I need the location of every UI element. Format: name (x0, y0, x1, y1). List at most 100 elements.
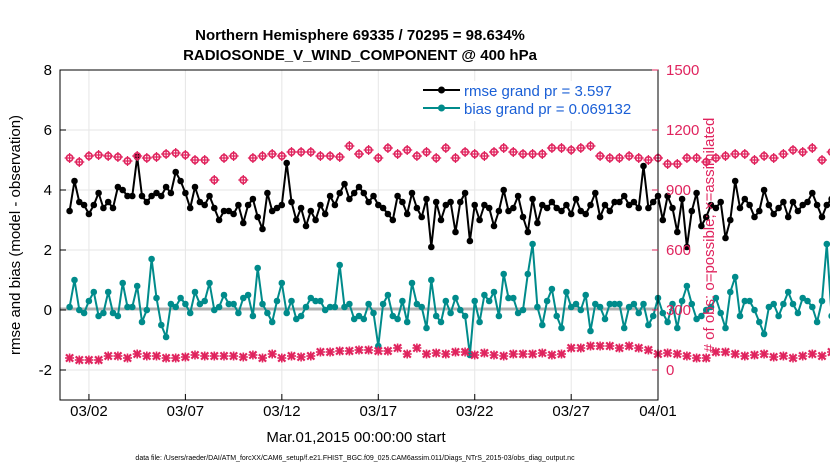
rmse-point (736, 204, 744, 212)
assimilated-point (605, 341, 615, 351)
bias-point (683, 282, 691, 290)
rmse-point (307, 207, 315, 215)
bias-point (341, 303, 348, 311)
rmse-point (413, 204, 421, 212)
possible-point (720, 151, 731, 161)
bias-point (784, 288, 792, 296)
assimilated-point (528, 349, 538, 359)
possible-point (103, 151, 114, 161)
bias-point (625, 303, 633, 311)
rmse-point (780, 198, 787, 206)
bias-point (476, 318, 483, 326)
assimilated-point (402, 349, 412, 359)
bias-point (582, 291, 589, 299)
bias-point (153, 294, 160, 302)
bias-point (457, 306, 464, 314)
possible-point (604, 153, 615, 163)
rmse-point (649, 198, 657, 206)
rmse-point (80, 201, 88, 209)
assimilated-point (209, 351, 219, 361)
assimilated-point (277, 353, 287, 363)
possible-point (257, 151, 268, 161)
bias-point (350, 315, 358, 323)
rmse-point (731, 177, 739, 185)
possible-point (450, 153, 461, 163)
possible-point (219, 153, 229, 163)
rmse-point (408, 189, 416, 197)
possible-point (170, 148, 181, 158)
bias-point (485, 297, 493, 305)
bias-point (794, 309, 802, 317)
right-y-tick-label: 0 (666, 362, 674, 379)
bias-point (765, 303, 773, 311)
rmse-point (379, 204, 387, 212)
rmse-point (669, 204, 676, 212)
assimilated-point (344, 346, 354, 356)
left-y-tick-label: 6 (44, 122, 52, 139)
rmse-point (457, 198, 464, 206)
rmse-point (553, 204, 560, 212)
bias-point (789, 300, 797, 308)
rmse-point (370, 192, 377, 200)
bias-point (669, 300, 676, 308)
bias-point (553, 312, 560, 320)
bias-point (500, 270, 508, 278)
bias-point (548, 285, 556, 293)
assimilated-point (499, 351, 509, 361)
bias-point (249, 312, 257, 320)
bias-point (312, 297, 319, 305)
rmse-point (432, 198, 440, 206)
bias-point (442, 297, 450, 305)
bias-point (505, 294, 512, 302)
bias-point (447, 309, 454, 317)
possible-point (161, 149, 172, 159)
rmse-point (495, 207, 503, 215)
rmse-point (490, 222, 498, 230)
possible-point (479, 151, 490, 161)
possible-point (141, 153, 152, 163)
bias-point (577, 306, 585, 314)
possible-point (180, 150, 191, 160)
rmse-point (688, 207, 696, 215)
rmse-point (71, 177, 78, 185)
assimilated-point (123, 353, 132, 363)
rmse-point (235, 201, 242, 209)
rmse-point (297, 204, 305, 212)
bias-point (394, 315, 401, 323)
bias-point (688, 300, 696, 308)
series-layer (64, 141, 830, 365)
bias-point (760, 330, 768, 338)
bias-point (587, 327, 594, 335)
rmse-point (90, 201, 98, 209)
bias-point (288, 297, 295, 305)
rmse-point (674, 228, 681, 236)
possible-point (373, 153, 384, 163)
bias-point (539, 321, 546, 329)
rmse-point (799, 201, 806, 209)
assimilated-point (807, 349, 817, 359)
rmse-point (678, 195, 686, 203)
assimilated-point (161, 353, 171, 363)
bias-point (490, 288, 498, 296)
assimilated-point (431, 348, 441, 358)
rmse-point (611, 198, 618, 206)
rmse-point (519, 213, 527, 221)
rmse-point (240, 219, 247, 227)
rmse-point (760, 186, 768, 194)
rmse-point (712, 204, 720, 212)
assimilated-point (566, 343, 576, 353)
legend-bias-marker (438, 104, 445, 112)
right-y-tick-label: 300 (666, 302, 691, 319)
assimilated-point (489, 350, 499, 360)
bias-point (268, 318, 276, 326)
bias-point (389, 312, 397, 320)
possible-point (730, 149, 741, 159)
possible-point (296, 147, 307, 157)
bias-point (321, 306, 329, 314)
x-tick-label: 04/01 (639, 403, 677, 420)
rmse-point (153, 189, 160, 197)
rmse-point (524, 228, 532, 236)
possible-point (691, 153, 702, 163)
bias-point (346, 300, 353, 308)
